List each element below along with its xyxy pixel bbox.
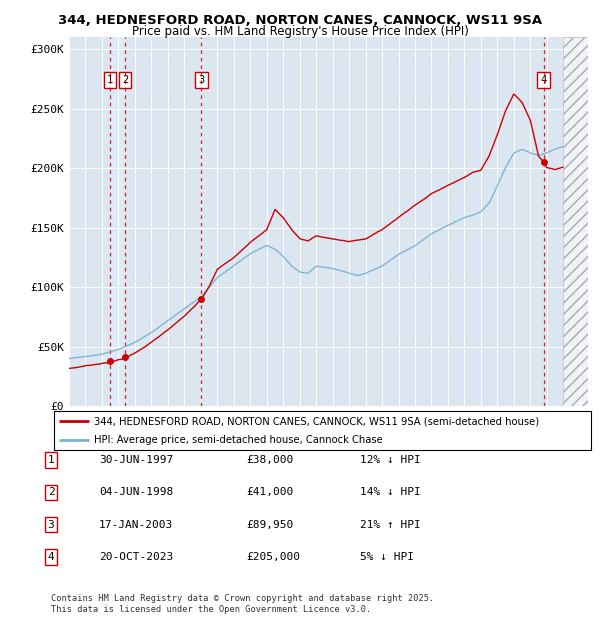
Text: 30-JUN-1997: 30-JUN-1997 xyxy=(99,455,173,465)
Text: Contains HM Land Registry data © Crown copyright and database right 2025.
This d: Contains HM Land Registry data © Crown c… xyxy=(51,595,434,614)
Text: 3: 3 xyxy=(47,520,55,529)
Text: £205,000: £205,000 xyxy=(246,552,300,562)
Text: 04-JUN-1998: 04-JUN-1998 xyxy=(99,487,173,497)
Text: 20-OCT-2023: 20-OCT-2023 xyxy=(99,552,173,562)
Text: 17-JAN-2003: 17-JAN-2003 xyxy=(99,520,173,529)
Text: 2: 2 xyxy=(122,74,128,84)
Text: £38,000: £38,000 xyxy=(246,455,293,465)
Text: 5% ↓ HPI: 5% ↓ HPI xyxy=(360,552,414,562)
Text: £41,000: £41,000 xyxy=(246,487,293,497)
Text: 2: 2 xyxy=(47,487,55,497)
Text: 12% ↓ HPI: 12% ↓ HPI xyxy=(360,455,421,465)
Text: £89,950: £89,950 xyxy=(246,520,293,529)
Text: 344, HEDNESFORD ROAD, NORTON CANES, CANNOCK, WS11 9SA: 344, HEDNESFORD ROAD, NORTON CANES, CANN… xyxy=(58,14,542,27)
Text: 21% ↑ HPI: 21% ↑ HPI xyxy=(360,520,421,529)
Text: Price paid vs. HM Land Registry's House Price Index (HPI): Price paid vs. HM Land Registry's House … xyxy=(131,25,469,38)
Text: 1: 1 xyxy=(47,455,55,465)
Text: 14% ↓ HPI: 14% ↓ HPI xyxy=(360,487,421,497)
Text: HPI: Average price, semi-detached house, Cannock Chase: HPI: Average price, semi-detached house,… xyxy=(94,435,383,445)
Text: 4: 4 xyxy=(541,74,547,84)
Text: 344, HEDNESFORD ROAD, NORTON CANES, CANNOCK, WS11 9SA (semi-detached house): 344, HEDNESFORD ROAD, NORTON CANES, CANN… xyxy=(94,417,539,427)
Text: 3: 3 xyxy=(199,74,205,84)
Text: 1: 1 xyxy=(107,74,113,84)
Text: 4: 4 xyxy=(47,552,55,562)
